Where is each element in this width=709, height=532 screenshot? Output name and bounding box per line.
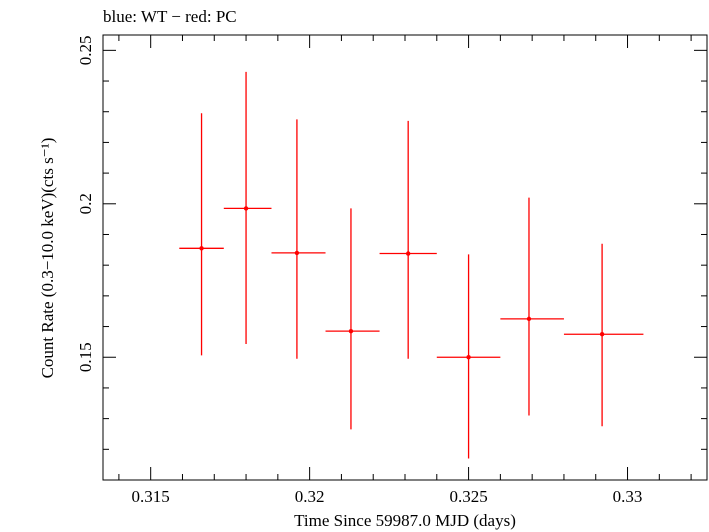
x-tick-label: 0.325: [449, 487, 487, 506]
x-tick-label: 0.32: [295, 487, 325, 506]
plot-frame: [102, 34, 708, 481]
chart-title: blue: WT − red: PC: [103, 7, 237, 26]
data-point: [243, 206, 249, 211]
data-point: [348, 328, 354, 334]
y-tick-label: 0.15: [76, 342, 95, 372]
data-series-pc: [179, 71, 644, 459]
x-axis-label: Time Since 59987.0 MJD (days): [294, 511, 516, 530]
y-axis: 0.15 0.2 0.25: [76, 35, 707, 481]
y-axis-label: Count Rate (0.3−10.0 keV)(cts s⁻¹): [38, 138, 57, 379]
data-point: [526, 316, 532, 322]
x-tick-label: 0.315: [132, 487, 170, 506]
x-axis: 0.315 0.32 0.325 0.33: [118, 35, 692, 506]
data-point: [199, 246, 204, 251]
x-tick-label: 0.33: [613, 487, 643, 506]
data-point: [466, 355, 471, 360]
data-point: [405, 251, 411, 256]
data-point: [599, 332, 605, 337]
y-tick-label: 0.25: [76, 35, 95, 65]
data-point: [294, 250, 300, 256]
y-tick-label: 0.2: [76, 193, 95, 214]
